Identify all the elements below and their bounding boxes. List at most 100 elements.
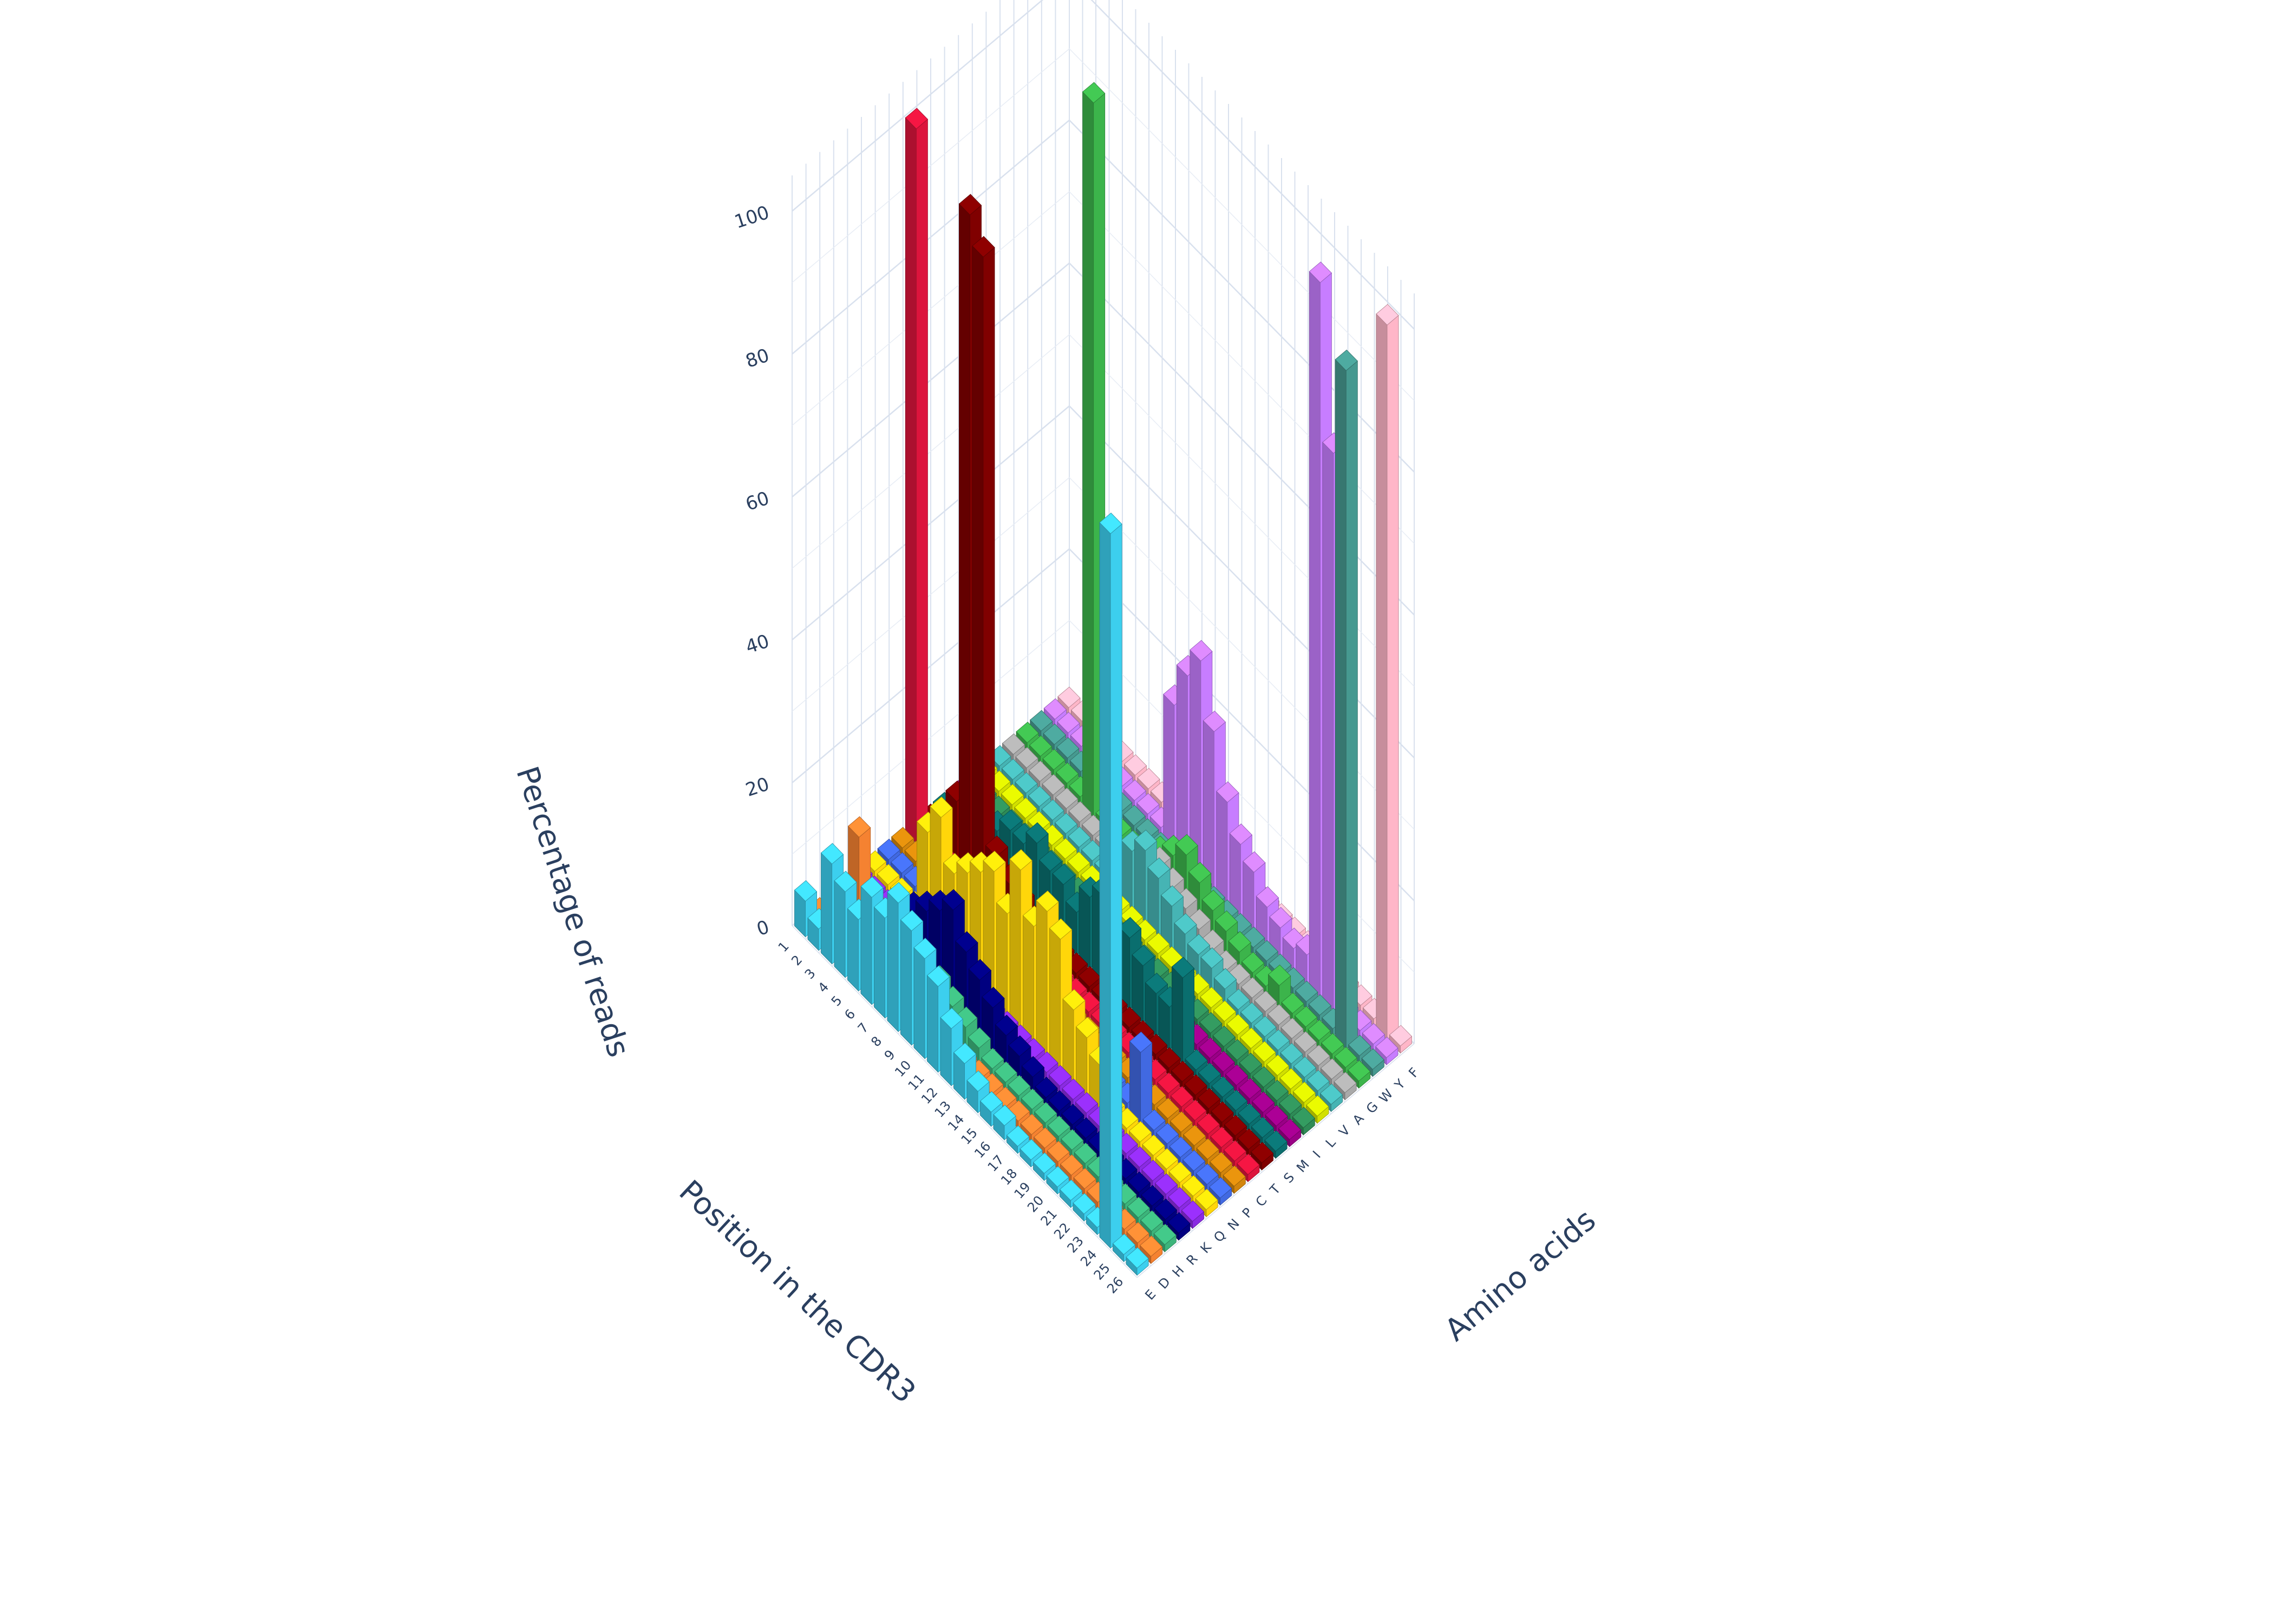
z-tick-label: 80 [743,345,772,372]
bar-face-top [1308,1019,1331,1041]
y-tick-label: F [1406,1065,1422,1081]
bar-face-top [1008,1035,1031,1057]
bar-face-left [940,1017,952,1086]
bar-face-top [1036,890,1059,912]
bar-face-top [1156,1123,1179,1144]
bar-face-left [1129,1040,1141,1125]
bar-face-left [847,908,859,992]
bar-face-top [1047,1115,1070,1137]
bar-face-top [953,1043,977,1064]
x-tick-label: 26 [1104,1274,1126,1296]
bar-face-top [1016,722,1039,743]
bar-face-left [1322,441,1334,1011]
bar-face-top [1240,977,1264,999]
bar-face-top [1006,1125,1030,1147]
bar-face-top [1295,980,1318,1002]
bar-face-left [1309,271,1321,998]
bar-face-top [1185,1049,1208,1071]
bar-face-top [1021,1088,1044,1110]
bar-face-left [1099,522,1111,1249]
bar-face-top [905,108,928,129]
bar-face-top [913,938,937,959]
bar-face-top [926,965,950,987]
bar-face-left [860,886,872,1005]
bar-face-top [940,1007,963,1029]
bar-face-left [1009,858,1021,1028]
bar-face-top [1190,640,1213,662]
bar-face-top [979,1091,1003,1112]
bar-face-top [1361,1048,1384,1070]
y-tick-label: I [1310,1148,1324,1161]
bar-face-top [1197,1088,1221,1109]
bar-face-top [1043,723,1066,745]
bar-face-top [1048,1065,1072,1086]
bar-face-top [1136,793,1160,815]
bar-face-top [1256,886,1279,908]
bar-face-top [1137,768,1160,789]
bar-E-pos-26 [1126,1247,1149,1276]
bar-face-top [958,194,982,215]
bar-face-top [1251,1116,1275,1138]
y-tick-label: W [1376,1086,1396,1105]
bar-face-top [1212,1025,1236,1047]
bar-face-top [1127,1171,1151,1193]
bar-face-top [1181,1175,1205,1197]
bar-face-top [1241,952,1265,973]
bar-face-top [1001,784,1024,806]
y-tick-label: E [1142,1287,1159,1303]
bar-face-top [1184,1099,1207,1121]
bar-face-top [1306,1070,1330,1091]
bar-face-top [1254,990,1277,1012]
bar-I-pos-26 [1292,1106,1315,1136]
bar-face-left [1172,966,1184,1064]
bar-face-top [1308,994,1331,1016]
bar-face-top [1306,1095,1329,1117]
bar-Q-pos-25 [1181,1175,1205,1204]
bar-face-top [1252,1066,1276,1088]
bar-face-top [1025,822,1049,844]
z-grid-line [792,548,1415,901]
bar-face-left [1082,91,1094,818]
bar-face-top [1255,940,1278,961]
bar-face-top [1266,1029,1290,1051]
z-grid-line-minor [792,191,1415,544]
bar-face-top [1238,1078,1262,1099]
y-tick-label: Q [1211,1227,1229,1245]
bar-N-pos-20 [1129,1031,1153,1125]
bar-face-top [1362,1023,1385,1045]
bar-face-top [1062,989,1086,1011]
bar-face-top [1238,1103,1261,1125]
bar-face-top [1068,826,1091,848]
bar-face-top [1170,1086,1193,1108]
bar-face-top [1169,1136,1192,1158]
y-tick-label: T [1266,1181,1284,1198]
bar-face-left [887,891,899,1032]
bar-face-top [1292,1082,1316,1103]
bar-face-top [1126,1247,1149,1269]
bar-face-top [1320,1058,1344,1080]
bar-face-top [1055,787,1079,809]
bar-face-top [887,882,910,903]
z-grid-line-minor [792,476,1415,830]
bar-face-top [1156,1097,1180,1119]
y-tick-label: G [1363,1099,1381,1117]
bar-face-top [1212,1051,1235,1072]
bar-face-top [982,987,1005,1009]
z-tick-label: 60 [743,488,772,515]
bar-face-top [1175,834,1198,856]
bar-face-top [1020,1114,1043,1135]
bar-face-top [1389,1025,1413,1046]
bar-face-left [1062,998,1074,1082]
bar-face-top [1141,1160,1165,1181]
bar-face-top [1142,1109,1166,1131]
bar-face-left [959,203,970,873]
bar-face-top [1046,1165,1069,1188]
bar-face-left [1203,720,1214,889]
bar-face-top [1075,1017,1099,1038]
bar-face-top [1252,1091,1275,1113]
bar-face-top [981,1047,1004,1069]
bar-face-top [1075,1092,1099,1114]
bar-face-left [900,919,912,1046]
bar-face-top [1059,1179,1083,1201]
bar-face-top [968,1027,991,1049]
